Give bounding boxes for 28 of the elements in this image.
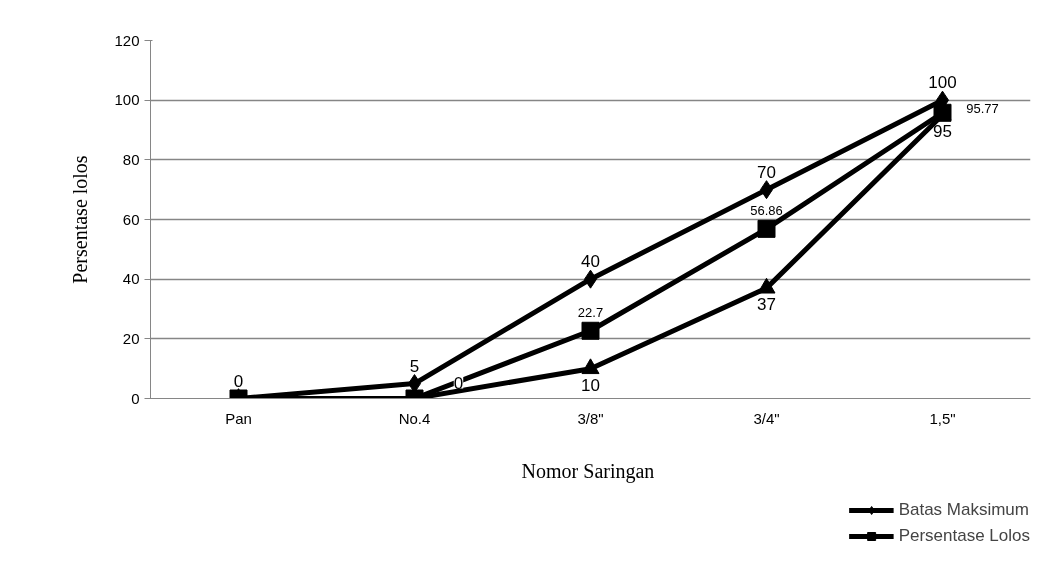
x-tick-label: No.4	[398, 409, 431, 427]
x-axis-title: Nomor Saringan	[521, 459, 655, 483]
y-tick-label: 20	[122, 329, 140, 347]
x-tick-label: 3/8"	[577, 409, 604, 427]
data-label: 0	[453, 373, 464, 393]
data-label: 5	[409, 356, 420, 376]
y-tick-label: 120	[114, 31, 140, 49]
data-label: 95.77	[966, 101, 999, 117]
y-tick-label: 60	[122, 210, 140, 228]
x-tick-label: 1,5"	[929, 409, 956, 427]
data-label: 22.7	[577, 305, 604, 321]
data-label: 95	[933, 122, 952, 142]
x-tick-label: 3/4"	[753, 409, 780, 427]
legend-label: Persentase Lolos	[898, 526, 1030, 546]
data-label: 37	[757, 295, 776, 315]
y-tick-label: 0	[131, 389, 140, 407]
y-tick-label: 80	[122, 150, 140, 168]
y-axis-title: Persentase lolos	[69, 155, 92, 284]
data-label: 100	[928, 73, 957, 93]
x-tick-label: Pan	[225, 409, 252, 427]
y-tick-label: 40	[122, 270, 140, 288]
data-label: 10	[581, 375, 600, 395]
data-label: 40	[581, 252, 600, 272]
data-label: 0	[233, 371, 244, 391]
legend-label: Batas Maksimum	[898, 500, 1029, 520]
data-label: 70	[757, 162, 776, 182]
y-tick-label: 100	[114, 91, 140, 109]
data-label: 56.86	[750, 203, 783, 219]
